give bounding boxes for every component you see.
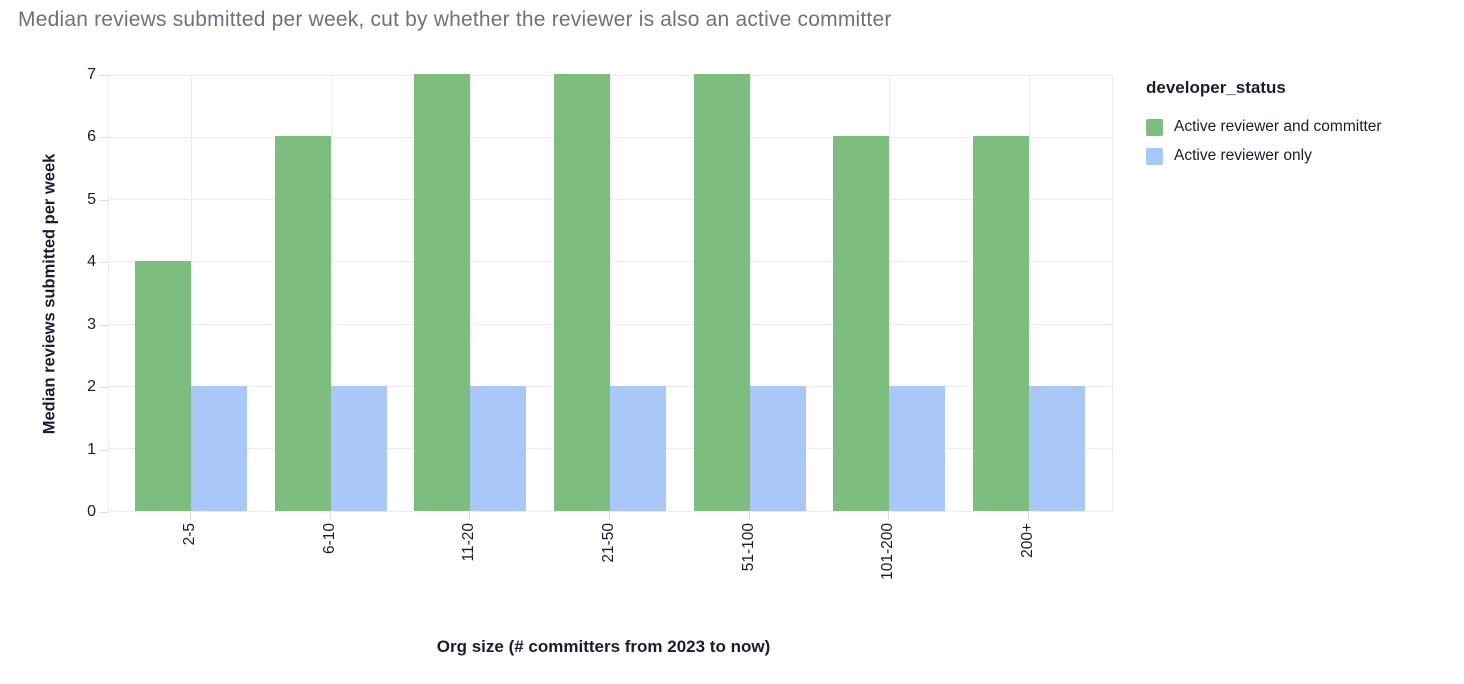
legend-swatch-icon [1146, 118, 1163, 136]
y-tick-mark-6 [100, 137, 108, 138]
bar-2-5-reviewer-only [191, 386, 247, 511]
x-tick-label-51-100: 51-100 [739, 523, 757, 572]
x-tick-mark-21-50 [609, 512, 610, 520]
legend-title: developer_status [1146, 78, 1286, 97]
bar-21-50-reviewer-only [610, 386, 666, 511]
legend-swatch-icon [1146, 147, 1163, 165]
x-tick-mark-6-10 [329, 512, 331, 520]
x-tick-label-101-200: 101-200 [879, 523, 897, 580]
bar-200+-committer-and-reviewer [973, 136, 1030, 511]
y-tick-label-5: 5 [87, 190, 96, 208]
y-tick-label-2: 2 [87, 378, 96, 396]
gridline-x-101-200 [889, 76, 891, 511]
chart-title: Median reviews submitted per week, cut b… [18, 8, 892, 31]
plot-area [108, 74, 1113, 512]
gridline-x-51-100 [749, 76, 751, 511]
x-tick-mark-200+ [1028, 512, 1030, 520]
y-tick-label-0: 0 [87, 503, 96, 520]
y-tick-mark-0 [100, 512, 108, 513]
bar-200+-reviewer-only [1029, 386, 1086, 511]
gridline-x-6-10 [330, 76, 332, 511]
gridline-x-2-5 [191, 76, 192, 511]
bar-51-100-committer-and-reviewer [693, 74, 750, 511]
y-tick-mark-5 [100, 200, 108, 201]
y-tick-mark-3 [100, 325, 108, 326]
y-tick-label-3: 3 [87, 315, 96, 333]
gridline-x-21-50 [610, 76, 611, 511]
legend-item-label: Active reviewer and committer [1174, 118, 1382, 135]
x-tick-label-2-5: 2-5 [181, 523, 198, 546]
y-tick-label-6: 6 [87, 128, 96, 146]
x-tick-label-6-10: 6-10 [320, 523, 338, 555]
bar-101-200-committer-and-reviewer [833, 136, 890, 511]
y-tick-label-1: 1 [87, 440, 96, 458]
y-tick-label-4: 4 [87, 253, 96, 271]
x-tick-label-21-50: 21-50 [600, 523, 617, 563]
legend-items: Active reviewer and committer Active revi… [1146, 118, 1382, 165]
y-tick-mark-7 [100, 75, 108, 76]
bar-2-5-committer-and-reviewer [135, 261, 191, 511]
bar-11-20-reviewer-only [470, 386, 527, 511]
legend: developer_status Active reviewer and com… [1146, 78, 1382, 176]
x-tick-label-200+: 200+ [1019, 523, 1037, 558]
legend-item-reviewer-only: Active reviewer only [1146, 147, 1382, 165]
x-tick-mark-51-100 [748, 512, 750, 520]
y-tick-mark-4 [100, 262, 108, 263]
gridline-x-200+ [1029, 76, 1031, 511]
x-tick-mark-101-200 [888, 512, 890, 520]
x-axis-title: Org size (# committers from 2023 to now) [436, 637, 771, 656]
legend-item-label: Active reviewer only [1174, 147, 1312, 164]
bar-11-20-committer-and-reviewer [414, 74, 471, 511]
x-tick-label-11-20: 11-20 [460, 523, 478, 562]
bar-6-10-committer-and-reviewer [274, 136, 331, 511]
bar-101-200-reviewer-only [889, 386, 946, 511]
x-tick-mark-2-5 [190, 512, 191, 520]
x-tick-mark-11-20 [469, 512, 471, 520]
bar-51-100-reviewer-only [749, 386, 806, 511]
gridline-x-11-20 [470, 76, 472, 511]
bar-21-50-committer-and-reviewer [554, 74, 610, 511]
legend-item-committer-and-reviewer: Active reviewer and committer [1146, 118, 1382, 136]
y-tick-label-7: 7 [87, 66, 96, 83]
bar-6-10-reviewer-only [330, 386, 387, 511]
y-tick-mark-1 [100, 450, 108, 451]
y-tick-mark-2 [100, 387, 108, 388]
